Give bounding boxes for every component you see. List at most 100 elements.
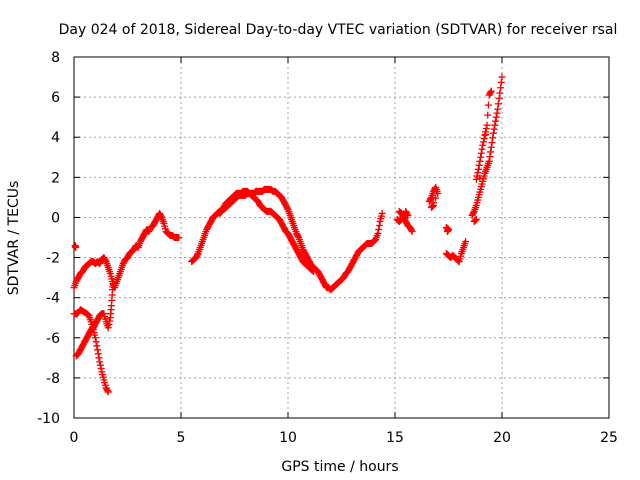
- x-tick-label: 0: [70, 430, 79, 446]
- data-point: [104, 387, 112, 395]
- data-point: [443, 227, 451, 235]
- data-point: [480, 135, 488, 143]
- y-tick-label: -4: [46, 291, 60, 307]
- data-point: [489, 129, 497, 137]
- data-points: [70, 73, 506, 396]
- data-point: [474, 169, 482, 177]
- data-point: [430, 201, 438, 209]
- data-point: [375, 221, 383, 229]
- data-point: [485, 157, 493, 165]
- data-point: [487, 87, 495, 95]
- data-point: [497, 84, 505, 92]
- tick-layer: [73, 56, 610, 419]
- data-point: [429, 202, 437, 210]
- data-point: [175, 234, 183, 241]
- data-point: [482, 131, 490, 139]
- data-point: [408, 227, 416, 235]
- x-tick-label: 20: [493, 430, 511, 446]
- data-point: [94, 350, 102, 358]
- data-point: [492, 113, 500, 121]
- data-point: [497, 78, 505, 86]
- data-point: [157, 212, 165, 220]
- data-point: [477, 153, 485, 161]
- data-point: [101, 256, 109, 264]
- data-point: [72, 244, 80, 252]
- y-tick-label: 2: [51, 170, 60, 186]
- chart-title: Day 024 of 2018, Sidereal Day-to-day VTE…: [59, 22, 618, 38]
- data-point: [378, 209, 386, 217]
- data-point: [483, 121, 491, 129]
- data-point: [106, 317, 114, 325]
- data-point: [110, 278, 118, 286]
- data-point: [96, 358, 104, 366]
- data-point: [494, 100, 502, 108]
- y-tick-label: 0: [51, 210, 60, 226]
- data-point: [308, 266, 316, 274]
- y-tick-label: 6: [51, 90, 60, 106]
- x-tick-label: 10: [279, 430, 297, 446]
- data-point: [93, 342, 101, 350]
- y-tick-label: -2: [46, 251, 60, 267]
- data-point: [407, 226, 415, 234]
- data-point: [476, 157, 484, 165]
- data-point: [484, 111, 492, 119]
- data-point: [481, 131, 489, 139]
- data-point: [91, 334, 99, 342]
- x-tick-label: 25: [600, 430, 618, 446]
- data-point: [434, 189, 442, 197]
- data-point: [486, 153, 494, 161]
- data-point: [479, 141, 487, 149]
- plot-frame: [73, 56, 610, 419]
- data-point: [478, 145, 486, 153]
- data-point: [494, 105, 502, 113]
- data-point: [193, 251, 201, 259]
- data-point: [474, 165, 482, 173]
- data-point: [496, 89, 504, 97]
- data-point: [479, 138, 487, 146]
- data-point: [283, 204, 291, 212]
- data-point: [427, 195, 435, 203]
- data-point: [492, 117, 500, 125]
- data-point: [472, 175, 480, 183]
- data-point: [472, 215, 480, 223]
- data-point: [471, 217, 479, 225]
- data-point: [476, 174, 484, 182]
- data-point: [94, 346, 102, 354]
- data-point: [428, 203, 436, 211]
- x-axis-label: GPS time / hours: [281, 459, 398, 475]
- data-point: [487, 143, 495, 151]
- data-point: [404, 211, 412, 219]
- data-point: [97, 365, 105, 373]
- data-point: [482, 125, 490, 133]
- data-point: [309, 267, 317, 275]
- data-point: [105, 320, 113, 328]
- tick-labels: 0 5 10 15 20 25 -10 -8 -6 -4 -2 0 2 4 6 8: [37, 50, 618, 446]
- data-point: [488, 139, 496, 147]
- y-tick-label: 4: [51, 130, 60, 146]
- data-point: [487, 88, 495, 96]
- data-point: [498, 73, 506, 81]
- data-point: [493, 109, 501, 117]
- data-point: [432, 194, 440, 202]
- x-tick-label: 15: [386, 430, 404, 446]
- data-point: [489, 134, 497, 142]
- data-point: [487, 148, 495, 156]
- data-point: [374, 229, 382, 237]
- data-point: [95, 354, 103, 362]
- data-point: [396, 217, 404, 225]
- data-point: [96, 361, 104, 369]
- data-point: [294, 232, 302, 240]
- x-tick-label: 5: [177, 430, 186, 446]
- data-point: [92, 338, 100, 346]
- data-point: [104, 324, 112, 332]
- data-point: [375, 225, 383, 233]
- y-tick-label: -8: [46, 371, 60, 387]
- data-point: [491, 121, 499, 129]
- data-point: [472, 216, 480, 224]
- y-tick-label: 8: [51, 50, 60, 66]
- grid-layer: [74, 57, 609, 418]
- data-point: [495, 94, 503, 102]
- data-point: [403, 210, 411, 218]
- y-tick-label: -6: [46, 331, 60, 347]
